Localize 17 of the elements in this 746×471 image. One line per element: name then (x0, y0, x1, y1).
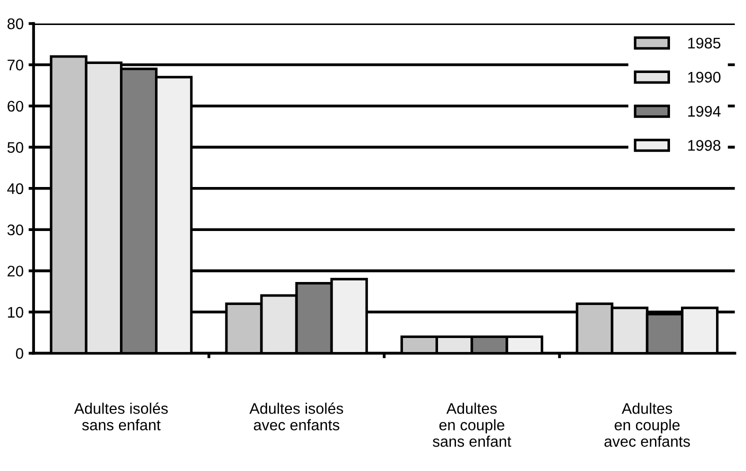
y-tick-label: 70 (8, 60, 24, 70)
x-tick-label: Adultes en couple avec enfants (604, 402, 690, 447)
y-tick-label: 80 (8, 18, 24, 30)
y-tick-label: 20 (8, 266, 24, 277)
x-tick-label: Adultes en couple sans enfant (432, 402, 512, 447)
y-tick-label: 50 (7, 142, 24, 153)
y-tick-label: 0 (16, 348, 24, 359)
y-tick-label: 60 (8, 100, 24, 112)
y-tick-label: 10 (8, 306, 24, 318)
legend-label: 1994 (688, 106, 721, 117)
legend-label: 1998 (688, 140, 720, 151)
legend-label: 1985 (688, 38, 720, 49)
y-tick-label: 30 (7, 224, 24, 236)
y-tick-label: 40 (7, 183, 24, 194)
x-tick-label: Adultes isolés avec enfants (249, 402, 344, 430)
x-tick-label: Adultes isolés sans enfant (74, 402, 168, 430)
legend-label: 1990 (688, 72, 720, 83)
